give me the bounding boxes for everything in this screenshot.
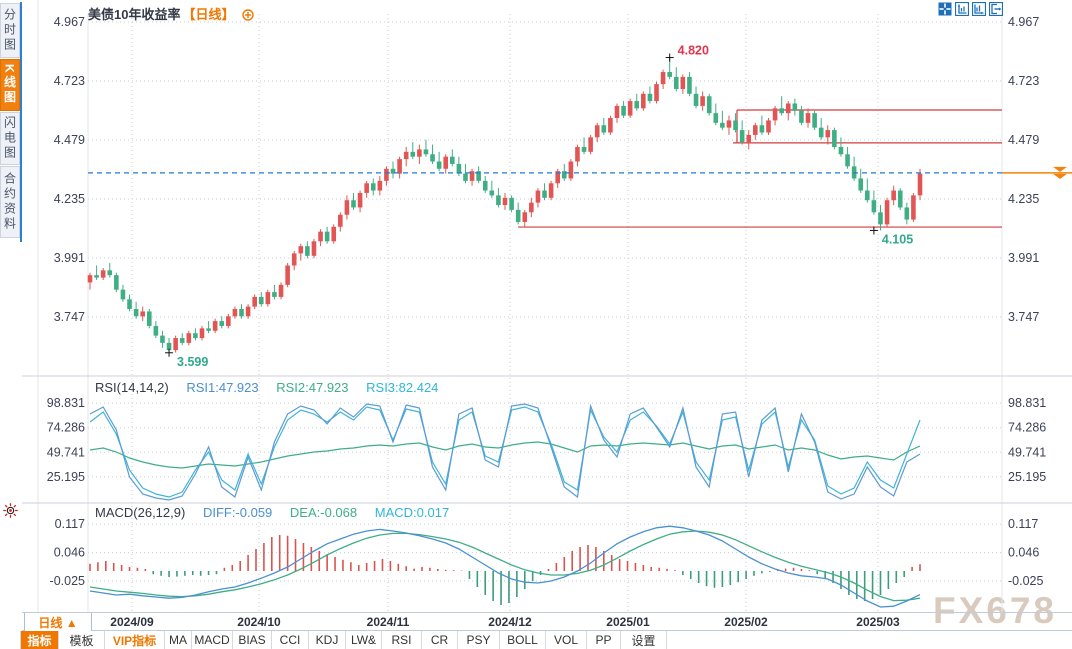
svg-text:2025/02: 2025/02 [724,615,768,629]
sidebar-tab-lightning[interactable]: 闪电图 [0,112,20,165]
toolbar-item-pp[interactable]: PP [587,631,621,649]
indicator-toolbar: 指标 模板 VIP指标 MA MACD BIAS CCI KDJ LW& RSI CR PSY BOLL… [0,631,1072,649]
sun-icon[interactable] [3,503,18,518]
scale-x-axis-icon[interactable] [971,1,987,17]
svg-text:-0.025: -0.025 [1008,574,1043,588]
x-axis-labels: 2024/09 2024/10 2024/11 2024/12 2025/01 2025/… [110,615,900,629]
diff-value: DIFF:-0.059 [202,505,273,520]
diff-line [89,525,921,608]
svg-text:2024/12: 2024/12 [488,615,532,629]
svg-text:4.967: 4.967 [1008,15,1039,29]
svg-text:3.991: 3.991 [1008,251,1039,265]
toolbar-item-macd[interactable]: MACD [192,631,233,649]
svg-text:4.820: 4.820 [678,44,709,58]
macd-histogram [89,535,921,605]
rsi3-value: RSI3:82.424 [366,380,439,395]
period-selector-button[interactable]: 日线 ▲ [24,613,92,631]
svg-text:4.723: 4.723 [54,74,85,88]
toolbar-item-boll[interactable]: BOLL [500,631,546,649]
svg-text:2025/01: 2025/01 [606,615,650,629]
chart-title-row: 美债10年收益率 【日线】 [88,4,254,24]
svg-text:74.286: 74.286 [47,421,85,435]
panel-frame [22,0,1072,612]
current-price-line [88,166,1072,179]
price-annotations: 4.820 3.599 4.105 [165,44,913,369]
svg-text:4.967: 4.967 [54,15,85,29]
svg-text:74.286: 74.286 [1008,421,1046,435]
chart-tool-icons [938,1,1004,17]
svg-text:0.117: 0.117 [55,517,85,531]
svg-text:2025/03: 2025/03 [856,615,900,629]
dea-line [89,530,921,602]
rsi1-line [89,403,921,501]
rsi-header: RSI(14,14,2) RSI1:47.923 RSI2:47.923 RSI… [95,380,438,395]
toolbar-item-templates[interactable]: 模板 [59,631,105,649]
svg-text:4.479: 4.479 [54,133,85,147]
rsi2-value: RSI2:47.923 [276,380,349,395]
svg-text:4.479: 4.479 [1008,133,1039,147]
toolbar-item-lw[interactable]: LW& [346,631,382,649]
svg-text:2024/11: 2024/11 [367,615,410,629]
x-axis-row: 日线 ▲ [0,612,1072,631]
toolbar-item-psy[interactable]: PSY [458,631,500,649]
toolbar-item-indicators[interactable]: 指标 [21,631,59,649]
toolbar-spacer [0,631,21,649]
svg-text:0.046: 0.046 [1008,546,1039,560]
toolbar-item-vol[interactable]: VOL [546,631,587,649]
rsi2-line [89,441,921,469]
candlestick-series [87,57,923,353]
toolbar-item-vip-indicators[interactable]: VIP指标 [105,631,165,649]
toolbar-item-settings[interactable]: 设置 [621,631,667,649]
svg-text:2024/09: 2024/09 [110,615,154,629]
svg-text:3.747: 3.747 [1008,310,1039,324]
sidebar-divider [20,2,22,242]
svg-text:3.599: 3.599 [177,355,208,369]
svg-text:2024/10: 2024/10 [237,615,281,629]
sidebar: 分时图 K线图 闪电图 合约资料 [0,0,22,649]
svg-text:49.741: 49.741 [1008,445,1046,459]
svg-text:4.105: 4.105 [882,232,913,246]
toolbar-item-bias[interactable]: BIAS [233,631,272,649]
rsi1-value: RSI1:47.923 [186,380,259,395]
period-tag: 【日线】 [182,7,235,22]
dea-value: DEA:-0.068 [289,505,358,520]
svg-text:3.747: 3.747 [54,310,85,324]
toolbar-item-cr[interactable]: CR [422,631,458,649]
sidebar-tab-timeline[interactable]: 分时图 [0,3,20,58]
svg-text:3.991: 3.991 [54,251,85,265]
svg-text:49.741: 49.741 [47,445,85,459]
macd-indicator-name: MACD(26,12,9) [95,505,186,520]
svg-text:25.195: 25.195 [47,470,85,484]
svg-text:98.831: 98.831 [47,396,85,410]
svg-text:4.235: 4.235 [54,192,85,206]
restore-view-icon[interactable] [988,1,1004,17]
page-title: 美债10年收益率 [88,7,181,22]
toolbar-item-cci[interactable]: CCI [272,631,309,649]
toolbar-item-ma[interactable]: MA [165,631,192,649]
svg-text:4.723: 4.723 [1008,74,1039,88]
rsi-indicator-name: RSI(14,14,2) [95,380,169,395]
gridlines [88,14,1002,612]
sidebar-tab-contract-info[interactable]: 合约资料 [0,166,20,238]
svg-text:0.046: 0.046 [54,546,85,560]
expand-plus-icon[interactable] [242,9,254,24]
macd-header: MACD(26,12,9) DIFF:-0.059 DEA:-0.068 MAC… [95,505,449,520]
scale-y-axis-icon[interactable] [954,1,970,17]
svg-text:25.195: 25.195 [1008,470,1046,484]
svg-text:98.831: 98.831 [1008,396,1046,410]
svg-text:0.117: 0.117 [1008,517,1038,531]
pan-move-icon[interactable] [938,2,952,16]
toolbar-item-rsi[interactable]: RSI [382,631,422,649]
svg-text:4.235: 4.235 [1008,192,1039,206]
toolbar-item-kdj[interactable]: KDJ [309,631,346,649]
svg-text:-0.025: -0.025 [50,574,85,588]
axis-labels: 4.967 4.967 4.723 4.723 4.479 4.479 4.235 4.235… [47,15,1047,588]
sidebar-tab-kline[interactable]: K线图 [0,59,20,111]
macd-value: MACD:0.017 [374,505,450,520]
fx678-watermark: FX678 [933,590,1058,631]
